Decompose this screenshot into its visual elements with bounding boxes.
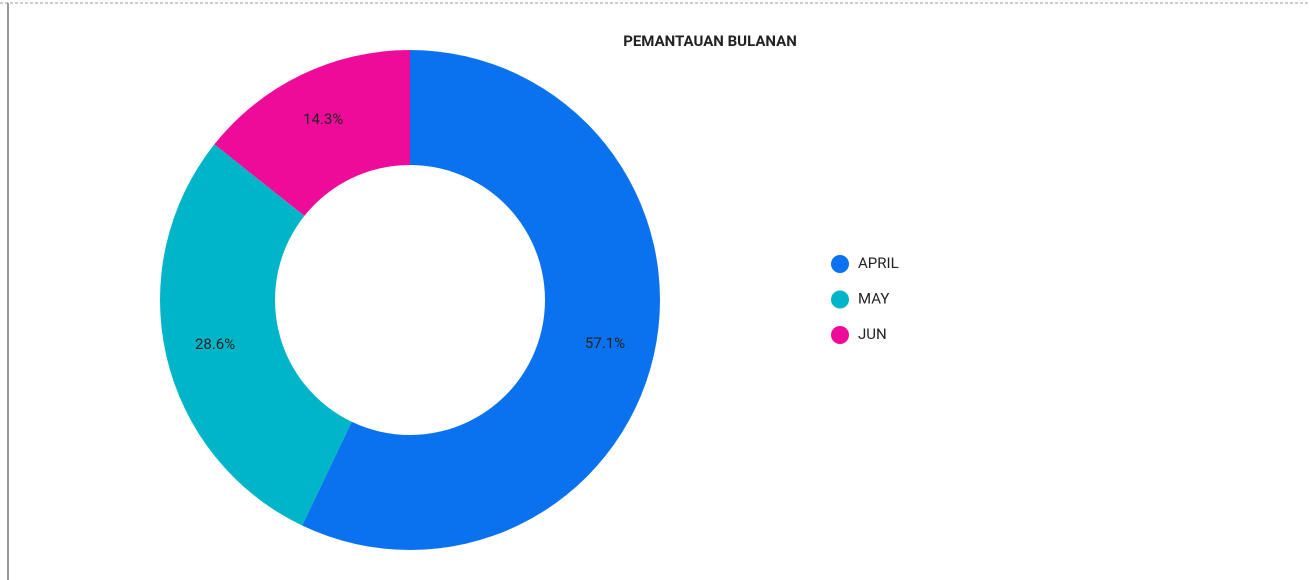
slice-label: 14.3% (303, 110, 343, 128)
legend-swatch (831, 326, 849, 344)
donut-slice (214, 50, 410, 216)
legend-label: MAY (858, 289, 889, 307)
legend-swatch (831, 290, 849, 309)
donut-slice (159, 144, 352, 526)
slice-label: 28.6% (195, 335, 235, 353)
slice-label: 57.1% (585, 334, 625, 352)
chart-title: PEMANTAUAN BULANAN (623, 32, 797, 50)
legend-label: JUN (858, 325, 887, 343)
donut-slice (302, 50, 660, 550)
legend-swatch (831, 255, 849, 273)
legend-label: APRIL (858, 254, 899, 272)
